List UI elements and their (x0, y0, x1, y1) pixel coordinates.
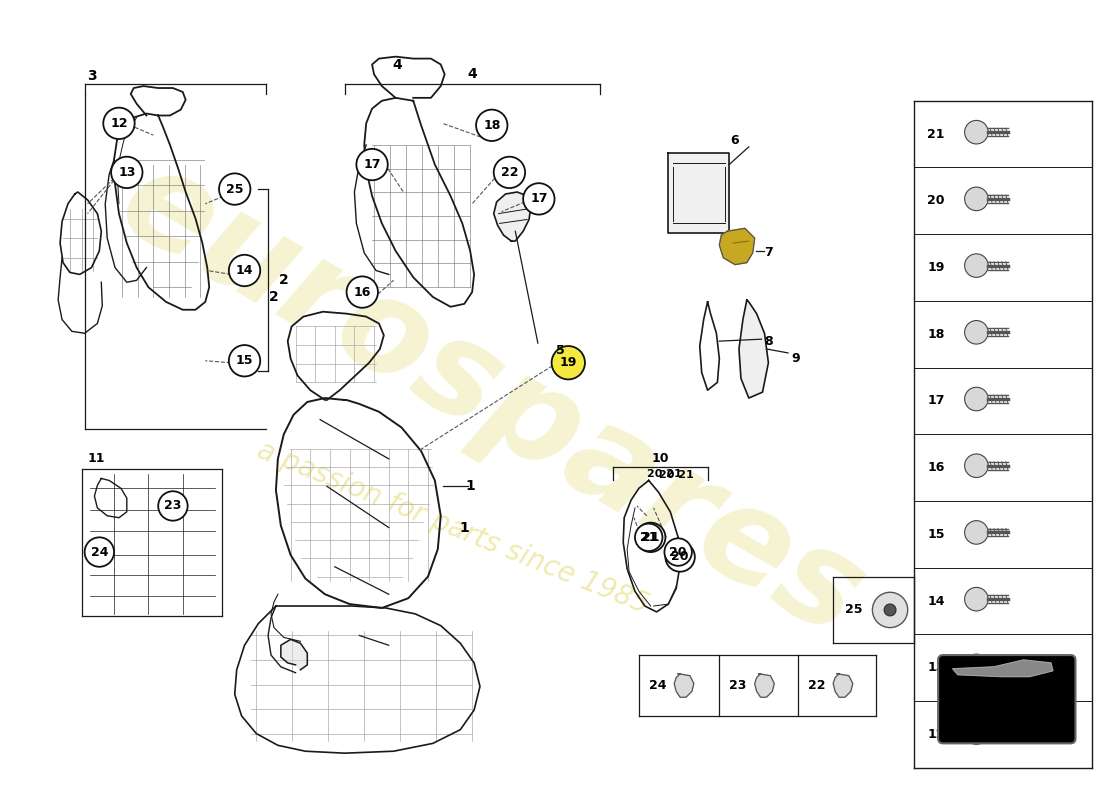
FancyBboxPatch shape (938, 655, 1076, 743)
Circle shape (551, 346, 585, 379)
Text: 10: 10 (651, 452, 669, 466)
Circle shape (872, 592, 908, 628)
Text: 14: 14 (235, 264, 253, 277)
Text: 20: 20 (927, 194, 945, 207)
Text: 18: 18 (927, 328, 945, 341)
Text: 24: 24 (649, 679, 667, 692)
Circle shape (965, 721, 988, 744)
Circle shape (635, 524, 662, 551)
Circle shape (965, 521, 988, 544)
Text: 13: 13 (118, 166, 135, 179)
Circle shape (965, 321, 988, 344)
Text: 2: 2 (279, 274, 288, 287)
Text: 19: 19 (927, 261, 945, 274)
Text: 21: 21 (640, 531, 658, 544)
Circle shape (884, 604, 895, 616)
Text: 18: 18 (483, 119, 500, 132)
Circle shape (103, 108, 134, 139)
Text: 12: 12 (110, 117, 128, 130)
Polygon shape (953, 660, 1053, 677)
Text: 15: 15 (235, 354, 253, 367)
Text: 2: 2 (270, 290, 278, 304)
Text: 17: 17 (530, 192, 548, 206)
Polygon shape (739, 300, 769, 398)
Circle shape (524, 183, 554, 214)
Circle shape (229, 255, 261, 286)
Circle shape (666, 542, 695, 572)
Text: 20: 20 (671, 550, 689, 563)
Text: 20 21: 20 21 (647, 469, 682, 478)
Text: 21: 21 (642, 531, 659, 544)
Text: 25: 25 (226, 182, 243, 195)
Text: 12: 12 (927, 728, 945, 741)
Text: a passion for parts since 1985: a passion for parts since 1985 (253, 436, 652, 619)
Text: 14: 14 (927, 594, 945, 608)
Circle shape (494, 157, 525, 188)
Text: 22: 22 (500, 166, 518, 179)
Text: 7: 7 (764, 246, 773, 259)
Text: 23: 23 (164, 499, 182, 513)
Text: 4: 4 (393, 58, 403, 73)
Circle shape (111, 157, 143, 188)
Text: 17: 17 (927, 394, 945, 407)
Polygon shape (494, 192, 531, 241)
Circle shape (965, 387, 988, 410)
Text: 8: 8 (764, 334, 772, 348)
Circle shape (346, 276, 378, 308)
Text: 16: 16 (353, 286, 371, 298)
Circle shape (965, 587, 988, 611)
Circle shape (158, 491, 188, 521)
Polygon shape (669, 153, 729, 234)
Text: 20: 20 (670, 546, 686, 558)
Text: 19: 19 (560, 356, 578, 370)
Text: 9: 9 (792, 352, 800, 366)
Text: 4: 4 (468, 67, 477, 82)
Circle shape (664, 538, 692, 566)
Polygon shape (280, 639, 307, 670)
Text: 22: 22 (807, 679, 825, 692)
Circle shape (636, 522, 666, 552)
Circle shape (476, 110, 507, 141)
Text: 6: 6 (730, 134, 739, 146)
Circle shape (229, 345, 261, 377)
Text: 16: 16 (927, 461, 945, 474)
Text: 17: 17 (363, 158, 381, 171)
Polygon shape (755, 674, 774, 698)
Circle shape (965, 187, 988, 210)
Text: 881 02: 881 02 (972, 695, 1042, 713)
Polygon shape (833, 674, 853, 698)
Text: 24: 24 (90, 546, 108, 558)
Text: 25: 25 (845, 603, 862, 617)
Text: eurospares: eurospares (99, 136, 886, 664)
Circle shape (965, 121, 988, 144)
Text: 1: 1 (460, 521, 470, 534)
Text: 3: 3 (88, 70, 97, 83)
Polygon shape (719, 228, 755, 265)
Polygon shape (674, 674, 694, 698)
Circle shape (219, 174, 251, 205)
Text: 13: 13 (927, 662, 945, 674)
Circle shape (965, 454, 988, 478)
Text: 20 21: 20 21 (659, 470, 694, 479)
Text: 15: 15 (927, 528, 945, 541)
Text: 11: 11 (88, 452, 106, 466)
Text: 1: 1 (465, 479, 475, 494)
Text: 23: 23 (729, 679, 747, 692)
Circle shape (356, 149, 388, 180)
Text: 21: 21 (927, 128, 945, 141)
Circle shape (85, 538, 114, 566)
Circle shape (965, 254, 988, 278)
Circle shape (965, 654, 988, 678)
Text: 5: 5 (557, 345, 564, 358)
